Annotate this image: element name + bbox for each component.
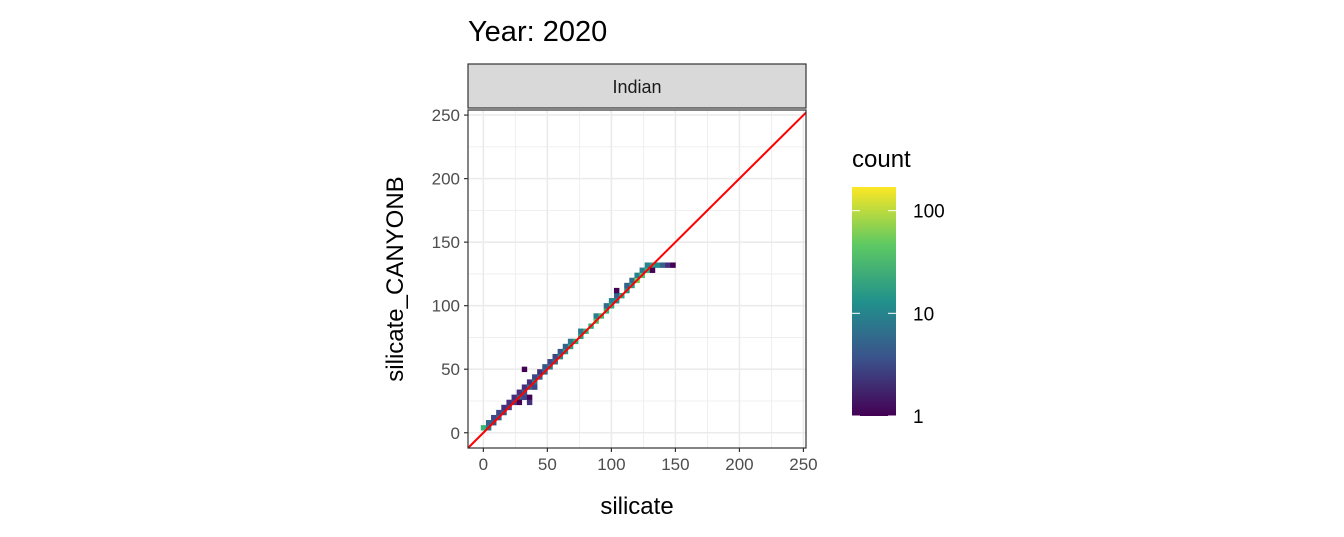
- bin-cell: [547, 359, 553, 365]
- bin-cell: [557, 348, 564, 355]
- bin-cell: [562, 343, 569, 350]
- bin-cell: [567, 338, 574, 345]
- legend-tick-label: 10: [913, 304, 934, 325]
- bin-cell: [654, 262, 661, 268]
- bin-cell: [501, 404, 507, 411]
- y-tick-label: 150: [432, 233, 460, 252]
- bin-cell: [537, 369, 543, 375]
- bin-cell: [480, 425, 487, 431]
- bin-cell: [644, 262, 651, 268]
- bin-cell: [521, 394, 528, 401]
- bin-cell: [665, 262, 671, 268]
- bin-cell: [603, 303, 610, 309]
- bin-cell: [526, 394, 533, 401]
- bin-cell: [491, 414, 497, 421]
- bin-cell: [593, 313, 599, 319]
- reference-line: [467, 111, 807, 449]
- y-tick-label: 100: [432, 297, 460, 316]
- bin-cell: [485, 420, 492, 426]
- bin-cell: [532, 374, 538, 380]
- bin-cell: [542, 364, 548, 370]
- legend-title: count: [852, 146, 911, 173]
- bin-cell: [552, 353, 558, 360]
- bin-cell: [624, 282, 630, 289]
- y-tick-label: 250: [432, 106, 460, 125]
- bin-cell: [532, 384, 538, 390]
- y-tick-label: 50: [441, 360, 460, 379]
- y-axis-label: silicate_CANYONB: [382, 176, 409, 381]
- bin-cell: [506, 399, 512, 406]
- bin-cell: [521, 366, 528, 373]
- bin-cell: [649, 267, 656, 273]
- bin-cell: [634, 272, 640, 279]
- bin-cell: [608, 298, 615, 304]
- x-tick-label: 250: [789, 455, 817, 474]
- bin-cell: [521, 384, 528, 390]
- x-tick-label: 0: [479, 455, 488, 474]
- bin-cell: [629, 277, 635, 284]
- colorbar: [852, 187, 896, 416]
- axes: 0 50 100 150 200 250 0 50 100 150 200 250: [432, 106, 818, 474]
- legend-tick-label: 1: [913, 407, 924, 428]
- panel-border: [467, 109, 807, 449]
- bin-cell: [578, 328, 584, 334]
- x-axis-label: silicate: [600, 493, 673, 520]
- legend-ticks: 1 10 100: [852, 202, 945, 428]
- facet-strip: [467, 63, 807, 109]
- bin-cell: [511, 394, 517, 401]
- legend-tick-label: 100: [913, 202, 945, 223]
- x-tick-label: 150: [661, 455, 689, 474]
- bin-cell: [660, 262, 666, 268]
- bin-cell: [516, 399, 523, 406]
- bin-cell: [613, 292, 620, 299]
- bin-cell: [526, 379, 533, 385]
- bin-cell: [516, 389, 523, 395]
- bin-cell: [496, 409, 502, 416]
- y-tick-label: 200: [432, 170, 460, 189]
- chart-title: Year: 2020: [468, 16, 607, 48]
- y-tick-label: 0: [451, 424, 460, 443]
- bin-cell: [613, 287, 620, 294]
- bin-cell: [639, 267, 645, 273]
- bin-cell: [670, 262, 676, 268]
- facet-label: Indian: [612, 77, 661, 97]
- bin-cell: [526, 399, 533, 406]
- x-tick-label: 200: [725, 455, 753, 474]
- x-tick-label: 50: [538, 455, 557, 474]
- x-tick-label: 100: [597, 455, 625, 474]
